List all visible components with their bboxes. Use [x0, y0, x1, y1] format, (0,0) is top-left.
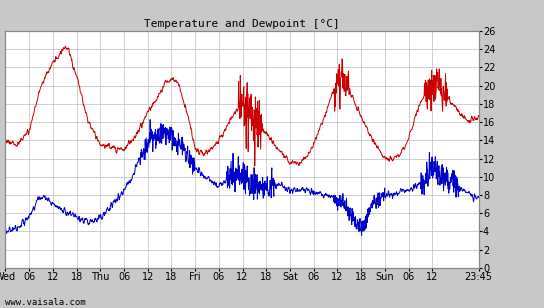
Text: www.vaisala.com: www.vaisala.com — [5, 298, 86, 307]
Title: Temperature and Dewpoint [°C]: Temperature and Dewpoint [°C] — [144, 18, 340, 29]
